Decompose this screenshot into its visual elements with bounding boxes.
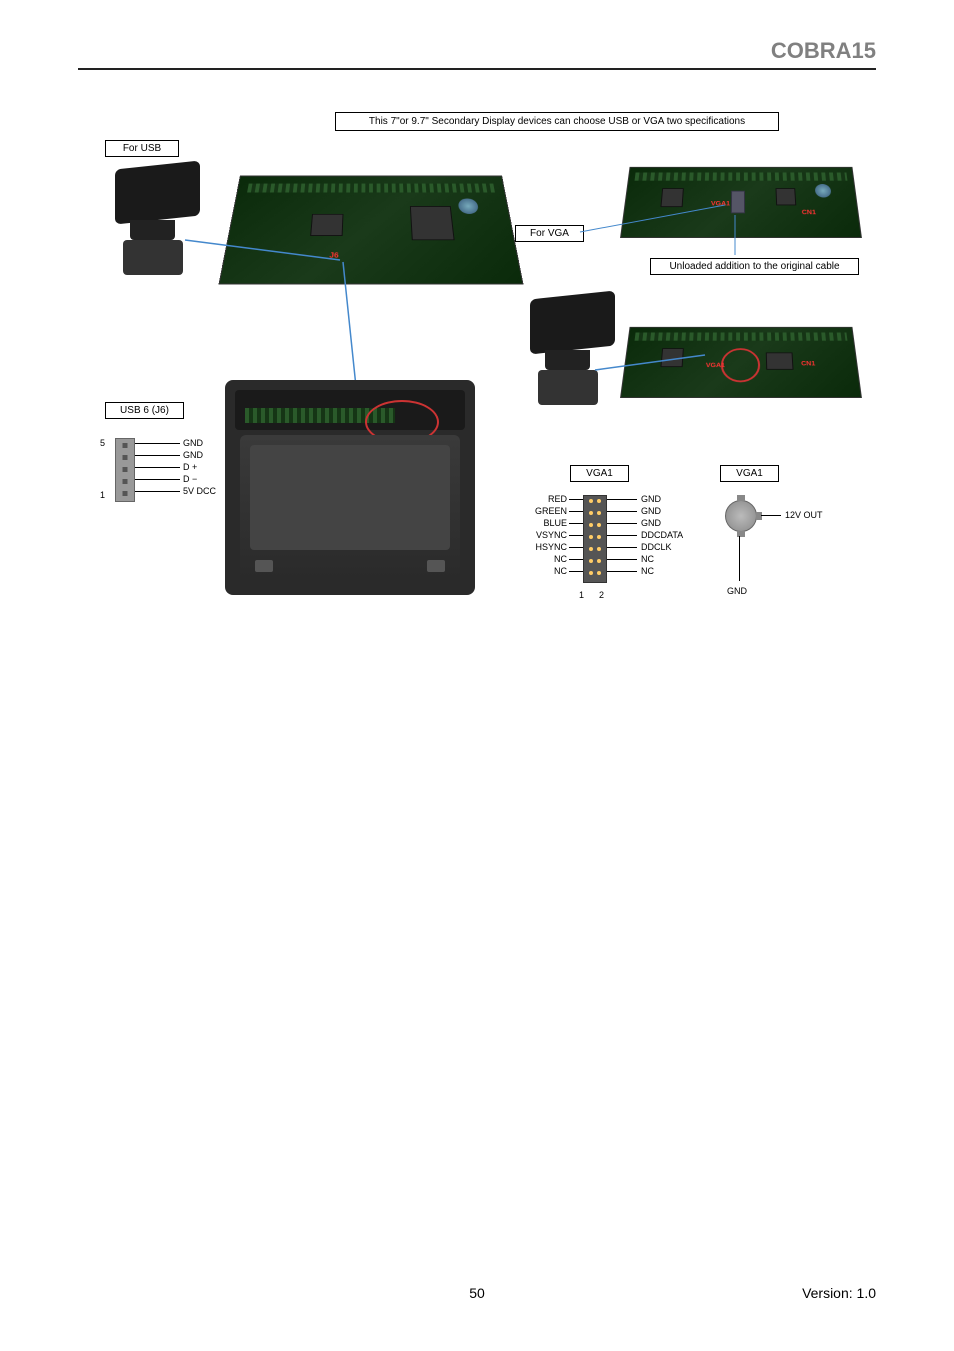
vga1-pins-label: VGA1 — [570, 465, 629, 482]
vga-pin-index-1: 1 — [579, 590, 584, 600]
usb-pin-index-1: 1 — [100, 490, 105, 500]
page-header-title: COBRA15 — [771, 38, 876, 64]
power-gnd-line — [739, 536, 740, 581]
power-gnd-label: GND — [727, 586, 747, 596]
unloaded-label: Unloaded addition to the original cable — [650, 258, 859, 275]
vga1-power-label: VGA1 — [720, 465, 779, 482]
usb-display-device — [95, 165, 205, 285]
vga-circuit-board-top: VGA1 CN1 — [620, 167, 862, 238]
main-monitor — [225, 380, 475, 595]
figure-caption: This 7"or 9.7" Secondary Display devices… — [335, 112, 779, 131]
vga-pin-connector — [583, 495, 607, 583]
usb-pin-index-5: 5 — [100, 438, 105, 448]
version-label: Version: 1.0 — [802, 1285, 876, 1301]
usb-circuit-board: J6 — [218, 176, 523, 285]
vga-pin-index-2: 2 — [599, 590, 604, 600]
power-connector — [725, 500, 757, 532]
page-footer: 50 Version: 1.0 — [0, 1285, 954, 1301]
vga-circuit-board-bottom: VGA1 CN1 — [620, 327, 862, 398]
power-out-line — [761, 515, 781, 516]
header-rule — [78, 68, 876, 70]
page-number: 50 — [469, 1285, 485, 1301]
figure-container: This 7"or 9.7" Secondary Display devices… — [95, 100, 855, 610]
power-out-label: 12V OUT — [785, 510, 823, 520]
usb-pin-connector — [115, 438, 135, 502]
for-vga-label: For VGA — [515, 225, 584, 242]
usb6-label: USB 6 (J6) — [105, 402, 184, 419]
vga-display-device — [510, 295, 620, 415]
for-usb-label: For USB — [105, 140, 179, 157]
